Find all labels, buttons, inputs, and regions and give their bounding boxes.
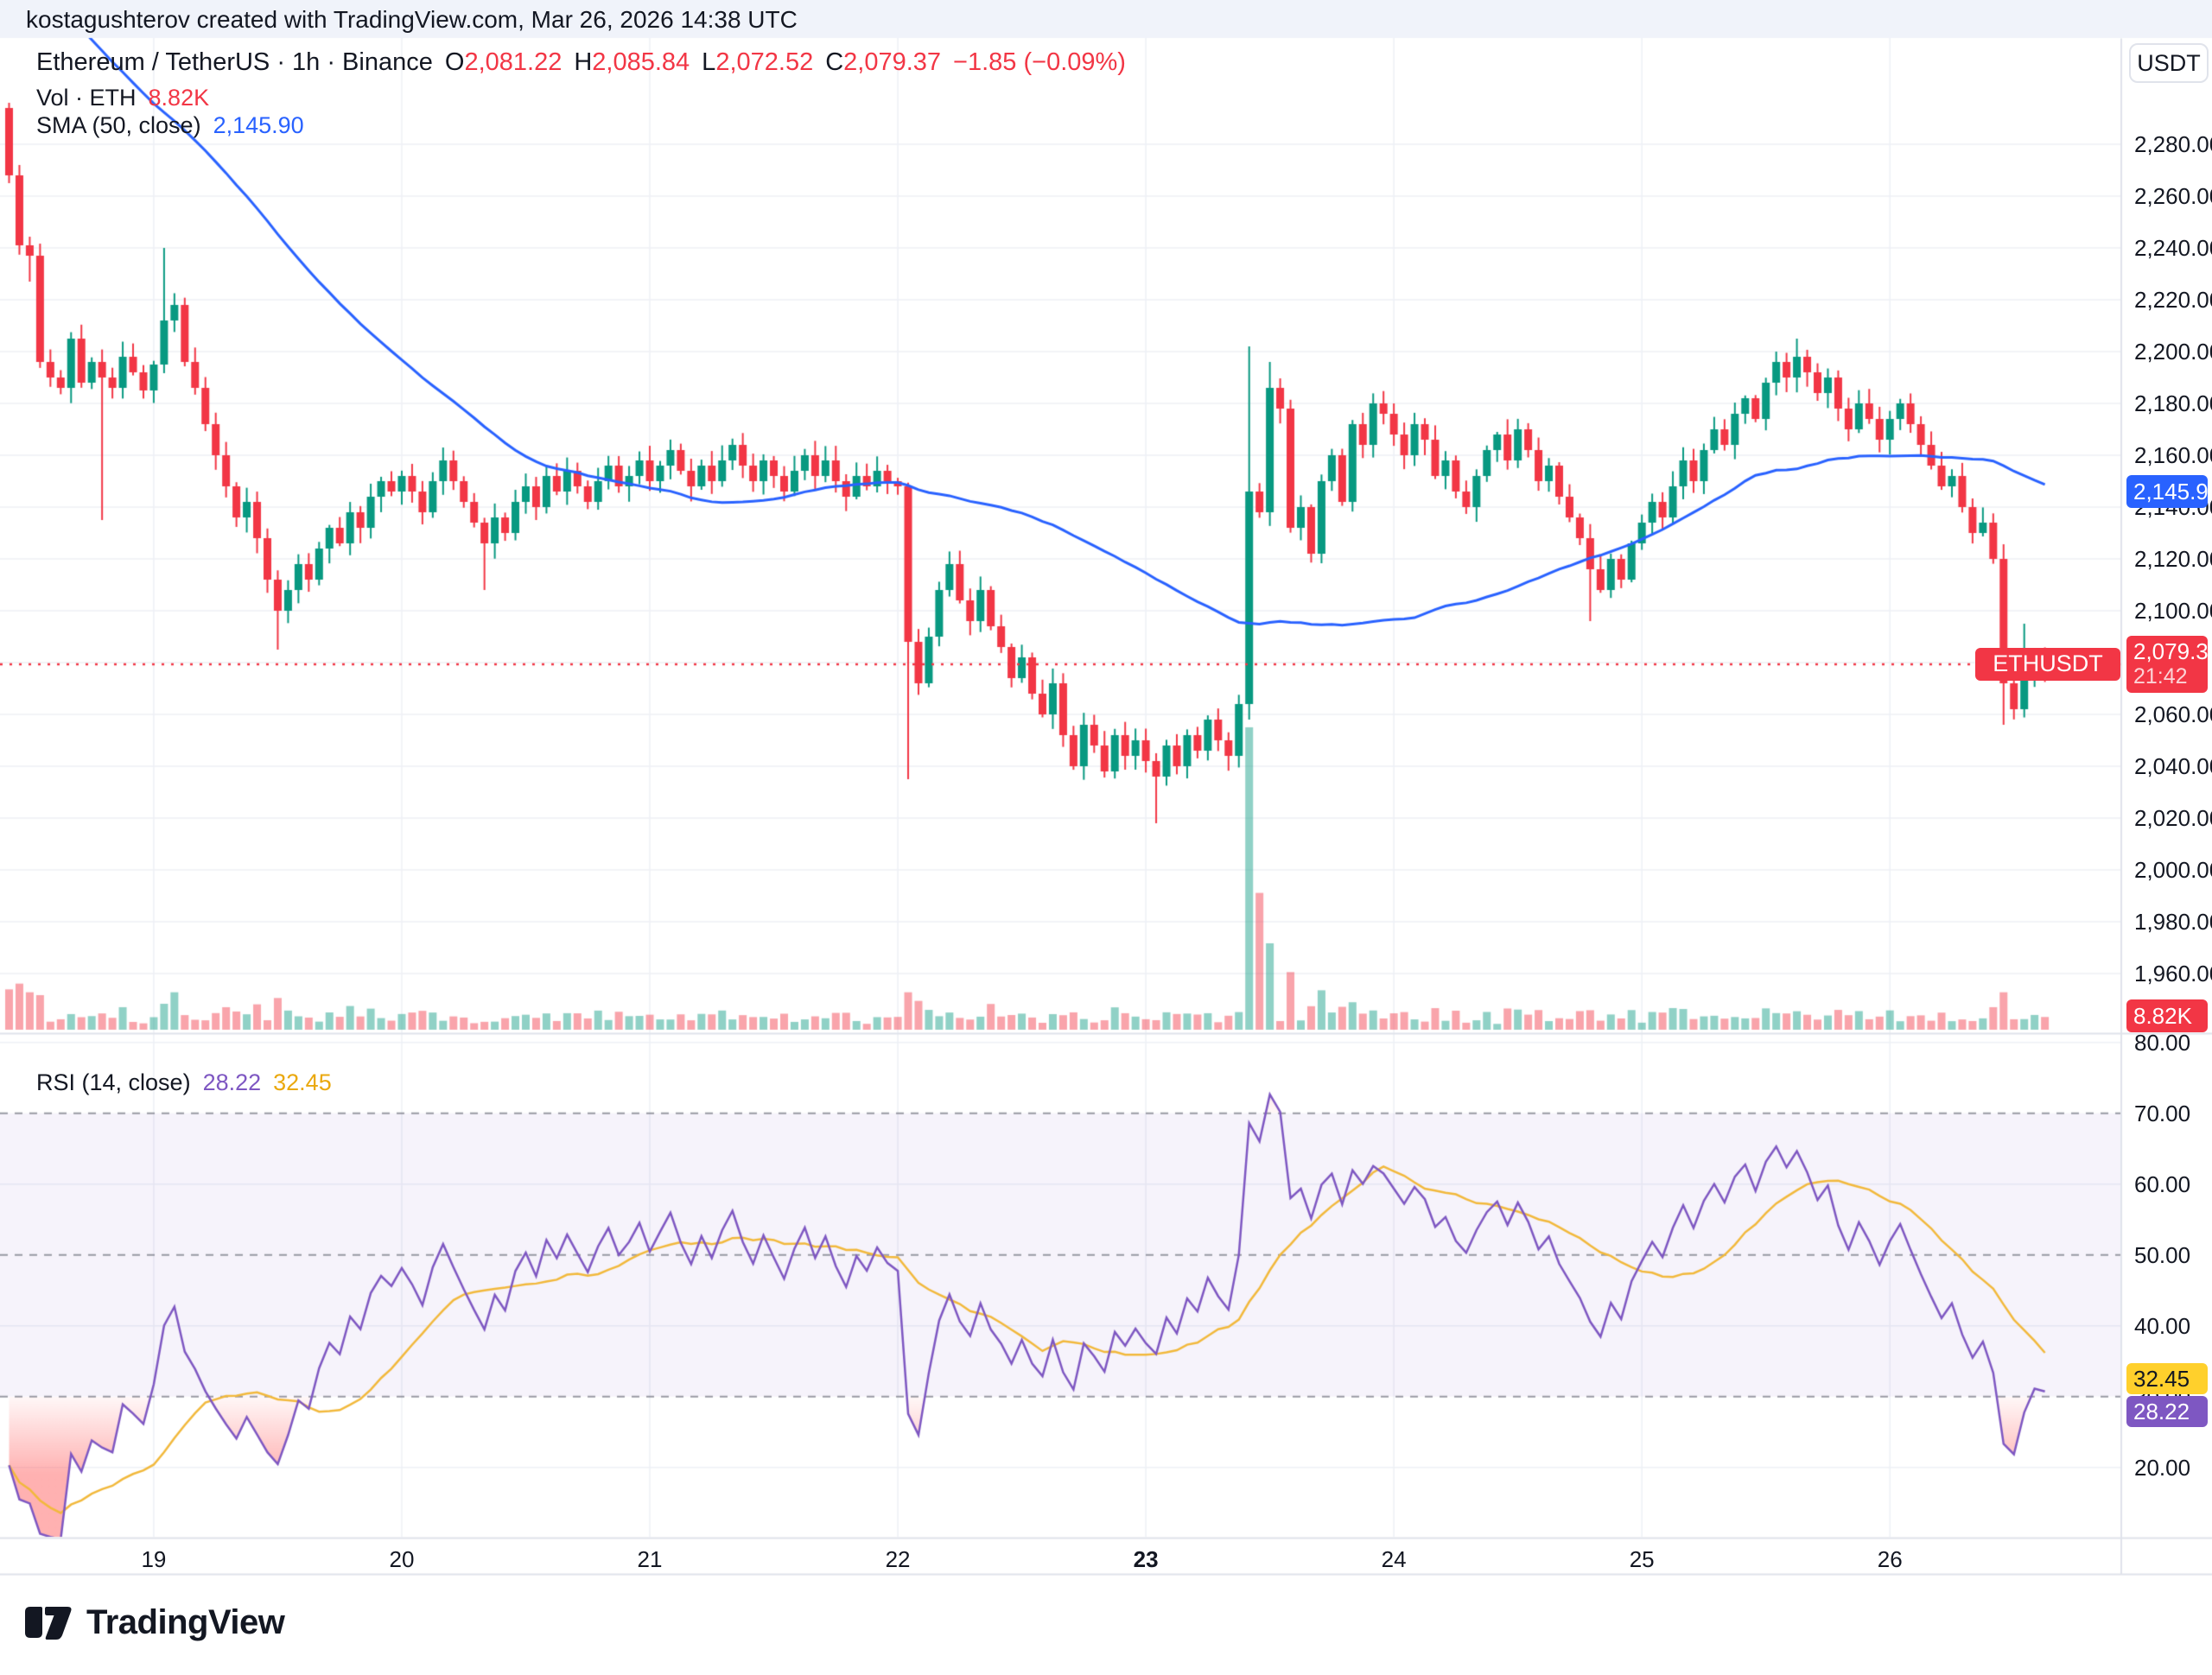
currency-toggle-button[interactable]: USDT (2129, 43, 2209, 83)
rsi-legend-value: 28.22 (202, 1069, 262, 1095)
attribution-text: kostagushterov created with TradingView.… (26, 6, 798, 33)
time-axis-label-24: 24 (1381, 1546, 1407, 1572)
price-axis-label: 2,160.00 (2134, 442, 2212, 468)
rsi-axis-label: 50.00 (2134, 1241, 2191, 1268)
symbol-title: Ethereum / TetherUS · 1h · Binance (36, 48, 433, 76)
time-axis-label-21: 21 (637, 1546, 663, 1572)
time-axis-label-23: 23 (1133, 1546, 1159, 1572)
ohlc-close: C 2,079.37 (825, 48, 942, 76)
price-axis-label: 2,060.00 (2134, 701, 2212, 727)
sma-legend[interactable]: SMA (50, close) 2,145.90 (36, 112, 304, 139)
time-axis-label-26: 26 (1877, 1546, 1903, 1572)
last-price-tag: 2,079.3721:42 (2126, 635, 2212, 693)
rsi-axis-label: 80.00 (2134, 1029, 2191, 1056)
rsi-legend[interactable]: RSI (14, close) 28.22 32.45 (36, 1069, 332, 1096)
tradingview-logo-text: TradingView (86, 1603, 285, 1641)
rsi-legend-label: RSI (14, close) (36, 1069, 191, 1095)
time-axis-label-19: 19 (141, 1546, 167, 1572)
price-axis-label: 2,280.00 (2134, 131, 2212, 157)
rsi-ma-legend-value: 32.45 (273, 1069, 332, 1095)
ohlc-high: H 2,085.84 (574, 48, 690, 76)
price-axis-label: 1,960.00 (2134, 961, 2212, 987)
price-axis-label: 2,220.00 (2134, 287, 2212, 313)
change-value: −1.85 (−0.09%) (953, 48, 1126, 76)
rsi-axis-label: 60.00 (2134, 1171, 2191, 1197)
price-axis-label: 2,040.00 (2134, 753, 2212, 779)
tradingview-logo[interactable]: TradingView (24, 1603, 285, 1642)
price-axis-label: 2,020.00 (2134, 805, 2212, 831)
rsi-axis-label: 70.00 (2134, 1100, 2191, 1126)
volume-legend[interactable]: Vol · ETH 8.82K (36, 85, 209, 111)
time-axis-label-25: 25 (1629, 1546, 1655, 1572)
symbol-legend[interactable]: Ethereum / TetherUS · 1h · Binance O 2,08… (36, 48, 1126, 77)
rsi-axis-label: 40.00 (2134, 1312, 2191, 1339)
ohlc-open: O 2,081.22 (444, 48, 563, 76)
ohlc-low: L 2,072.52 (702, 48, 814, 76)
price-axis-label: 1,980.00 (2134, 909, 2212, 935)
price-axis-label: 2,120.00 (2134, 546, 2212, 572)
bar-countdown: 21:42 (2133, 664, 2188, 689)
time-axis-label-22: 22 (885, 1546, 911, 1572)
rsi-tag: 28.22 (2126, 1396, 2208, 1427)
symbol-price-tag: ETHUSDT (1975, 647, 2120, 681)
price-axis-label: 2,180.00 (2134, 390, 2212, 416)
sma-price-tag: 2,145.90 (2126, 475, 2212, 509)
sma-legend-value: 2,145.90 (213, 112, 304, 138)
price-axis-label: 2,200.00 (2134, 339, 2212, 365)
time-axis-label-20: 20 (389, 1546, 415, 1572)
price-axis-label: 2,240.00 (2134, 235, 2212, 261)
price-axis-label: 2,000.00 (2134, 857, 2212, 883)
price-axis-label: 2,100.00 (2134, 598, 2212, 624)
rsi-ma-tag: 32.45 (2126, 1363, 2208, 1394)
volume-legend-label: Vol · ETH (36, 85, 137, 111)
sma-legend-label: SMA (50, close) (36, 112, 201, 138)
volume-legend-value: 8.82K (148, 85, 210, 111)
volume-tag: 8.82K (2126, 999, 2208, 1032)
price-axis-label: 2,260.00 (2134, 183, 2212, 209)
rsi-axis-label: 20.00 (2134, 1454, 2191, 1481)
tradingview-logo-icon (25, 1606, 72, 1640)
